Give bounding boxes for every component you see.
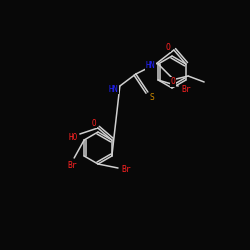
Text: S: S: [150, 94, 154, 102]
Text: O: O: [92, 118, 96, 128]
Text: HN: HN: [109, 84, 119, 94]
Text: Br: Br: [181, 84, 191, 94]
Text: Br: Br: [121, 166, 131, 174]
Text: O: O: [171, 78, 175, 86]
Text: Br: Br: [67, 162, 77, 170]
Text: HN: HN: [146, 62, 156, 70]
Text: O: O: [166, 42, 170, 51]
Text: HO: HO: [68, 132, 78, 141]
